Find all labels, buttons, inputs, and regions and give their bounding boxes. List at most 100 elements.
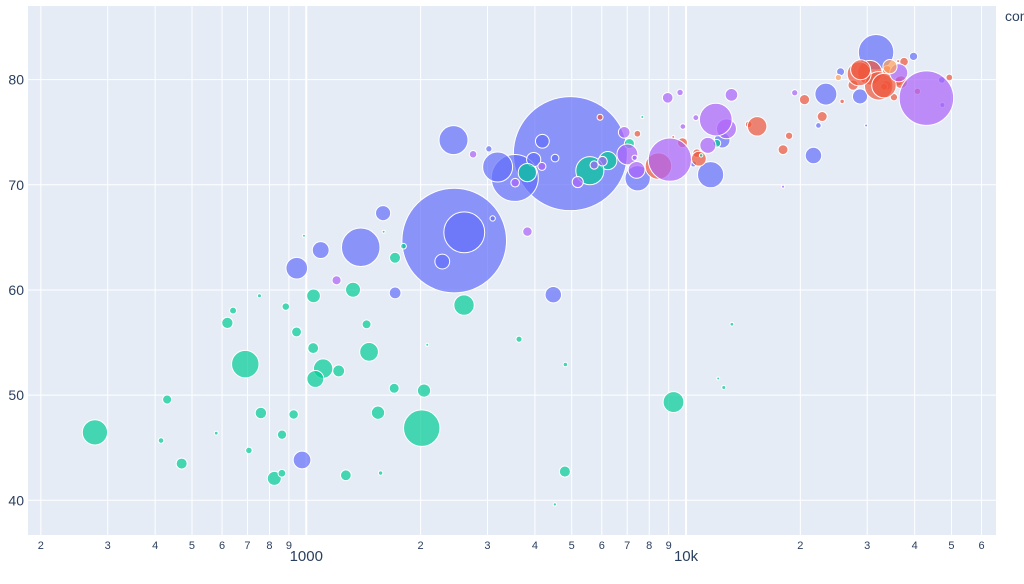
bubble-point	[291, 326, 303, 338]
x-tick-label: 4	[912, 540, 918, 552]
x-tick-label: 2	[418, 540, 424, 552]
x-tick-label: 3	[105, 540, 111, 552]
y-tick-label: 50	[8, 387, 24, 403]
legend-title: continent	[1005, 8, 1024, 24]
bubble-point	[816, 111, 828, 123]
bubble-point	[175, 457, 188, 470]
bubble-point	[699, 136, 717, 154]
bubble-point	[510, 177, 520, 188]
bubble-point	[292, 450, 312, 470]
bubble-point	[388, 382, 400, 394]
bubble-point	[544, 285, 563, 304]
bubble-point	[332, 364, 346, 378]
bubble-point	[798, 93, 811, 106]
bubble-point	[213, 430, 219, 436]
x-tick-label: 4	[152, 540, 158, 552]
x-tick-label: 2	[797, 540, 803, 552]
bubble-point	[438, 125, 469, 156]
x-tick-label: 7	[244, 540, 250, 552]
bubble-point	[281, 302, 291, 311]
bubble-point	[834, 73, 843, 82]
bubble-point	[597, 155, 608, 167]
bubbles	[81, 34, 955, 507]
bubble-point	[537, 161, 547, 171]
bubble-point	[815, 122, 822, 129]
x-tick-label: 5	[948, 540, 954, 552]
x-tick-label: 8	[266, 540, 272, 552]
bubble-point	[468, 150, 478, 159]
bubble-point	[522, 226, 533, 237]
x-tick-label: 3	[484, 540, 490, 552]
x-tick-label: 5	[189, 540, 195, 552]
bubble-point	[640, 115, 645, 120]
bubble-point	[746, 116, 768, 137]
bubble-point	[515, 335, 523, 343]
bubble-point	[690, 150, 707, 167]
bubble-point	[288, 409, 299, 420]
bubble-point	[377, 470, 384, 476]
bubble-point	[231, 349, 260, 379]
bubble-point	[882, 58, 898, 75]
y-tick-label: 80	[8, 72, 24, 88]
bubble-point	[266, 470, 282, 486]
bubble-point	[562, 361, 569, 368]
bubble-point	[370, 405, 386, 420]
x-tick-label: 10k	[674, 548, 699, 565]
bubble-point	[676, 88, 684, 97]
bubble-point	[256, 293, 262, 299]
bubble-point	[381, 229, 386, 234]
bubble-point	[550, 153, 560, 163]
bubble-point	[729, 321, 735, 327]
bubble-point	[425, 342, 430, 347]
bubble-point	[285, 256, 309, 280]
bubble-point	[908, 51, 919, 62]
bubble-point	[339, 469, 352, 482]
bubble-point	[311, 241, 330, 260]
bubble-point	[698, 102, 733, 137]
bubble-point	[221, 316, 234, 330]
bubble-point	[627, 160, 646, 179]
bubble-point	[633, 129, 642, 138]
bubble-point	[489, 215, 496, 222]
bubble-point	[896, 59, 901, 64]
bubble-point	[791, 89, 799, 97]
bubble-point	[388, 286, 402, 300]
bubble-point	[359, 342, 379, 362]
y-tick-label: 40	[8, 492, 24, 508]
bubble-point	[254, 406, 268, 420]
bubble-point	[162, 394, 173, 405]
bubble-point	[558, 465, 571, 478]
x-tick-label: 7	[624, 540, 630, 552]
series-oceania	[834, 58, 898, 82]
x-tick-label: 2	[38, 540, 44, 552]
bubble-point	[784, 131, 794, 140]
bubble-point	[345, 281, 362, 298]
x-tick-label: 1000	[290, 548, 323, 565]
bubble-point	[571, 175, 584, 189]
bubble-point	[517, 162, 537, 183]
bubble-point	[780, 184, 786, 189]
y-tick-label: 70	[8, 177, 24, 193]
bubble-point	[276, 429, 288, 440]
bubble-point	[403, 409, 441, 447]
bubble-point	[804, 146, 823, 165]
bubble-point	[864, 123, 869, 128]
bubble-point	[301, 233, 306, 238]
x-tick-label: 6	[599, 540, 605, 552]
bubble-point	[331, 275, 342, 286]
y-tick-label: 60	[8, 282, 24, 298]
series-asia	[285, 34, 946, 470]
bubble-point	[534, 133, 550, 149]
bubble-point	[453, 294, 475, 316]
bubble-point	[229, 306, 238, 315]
bubble-point	[945, 73, 954, 82]
bubble-point	[617, 125, 631, 139]
x-tick-label: 8	[646, 540, 652, 552]
bubble-point	[340, 227, 381, 268]
x-tick-label: 3	[864, 540, 870, 552]
bubble-point	[850, 59, 872, 81]
bubble-point	[482, 151, 514, 183]
bubble-point	[416, 383, 432, 398]
series-americas	[331, 63, 955, 286]
